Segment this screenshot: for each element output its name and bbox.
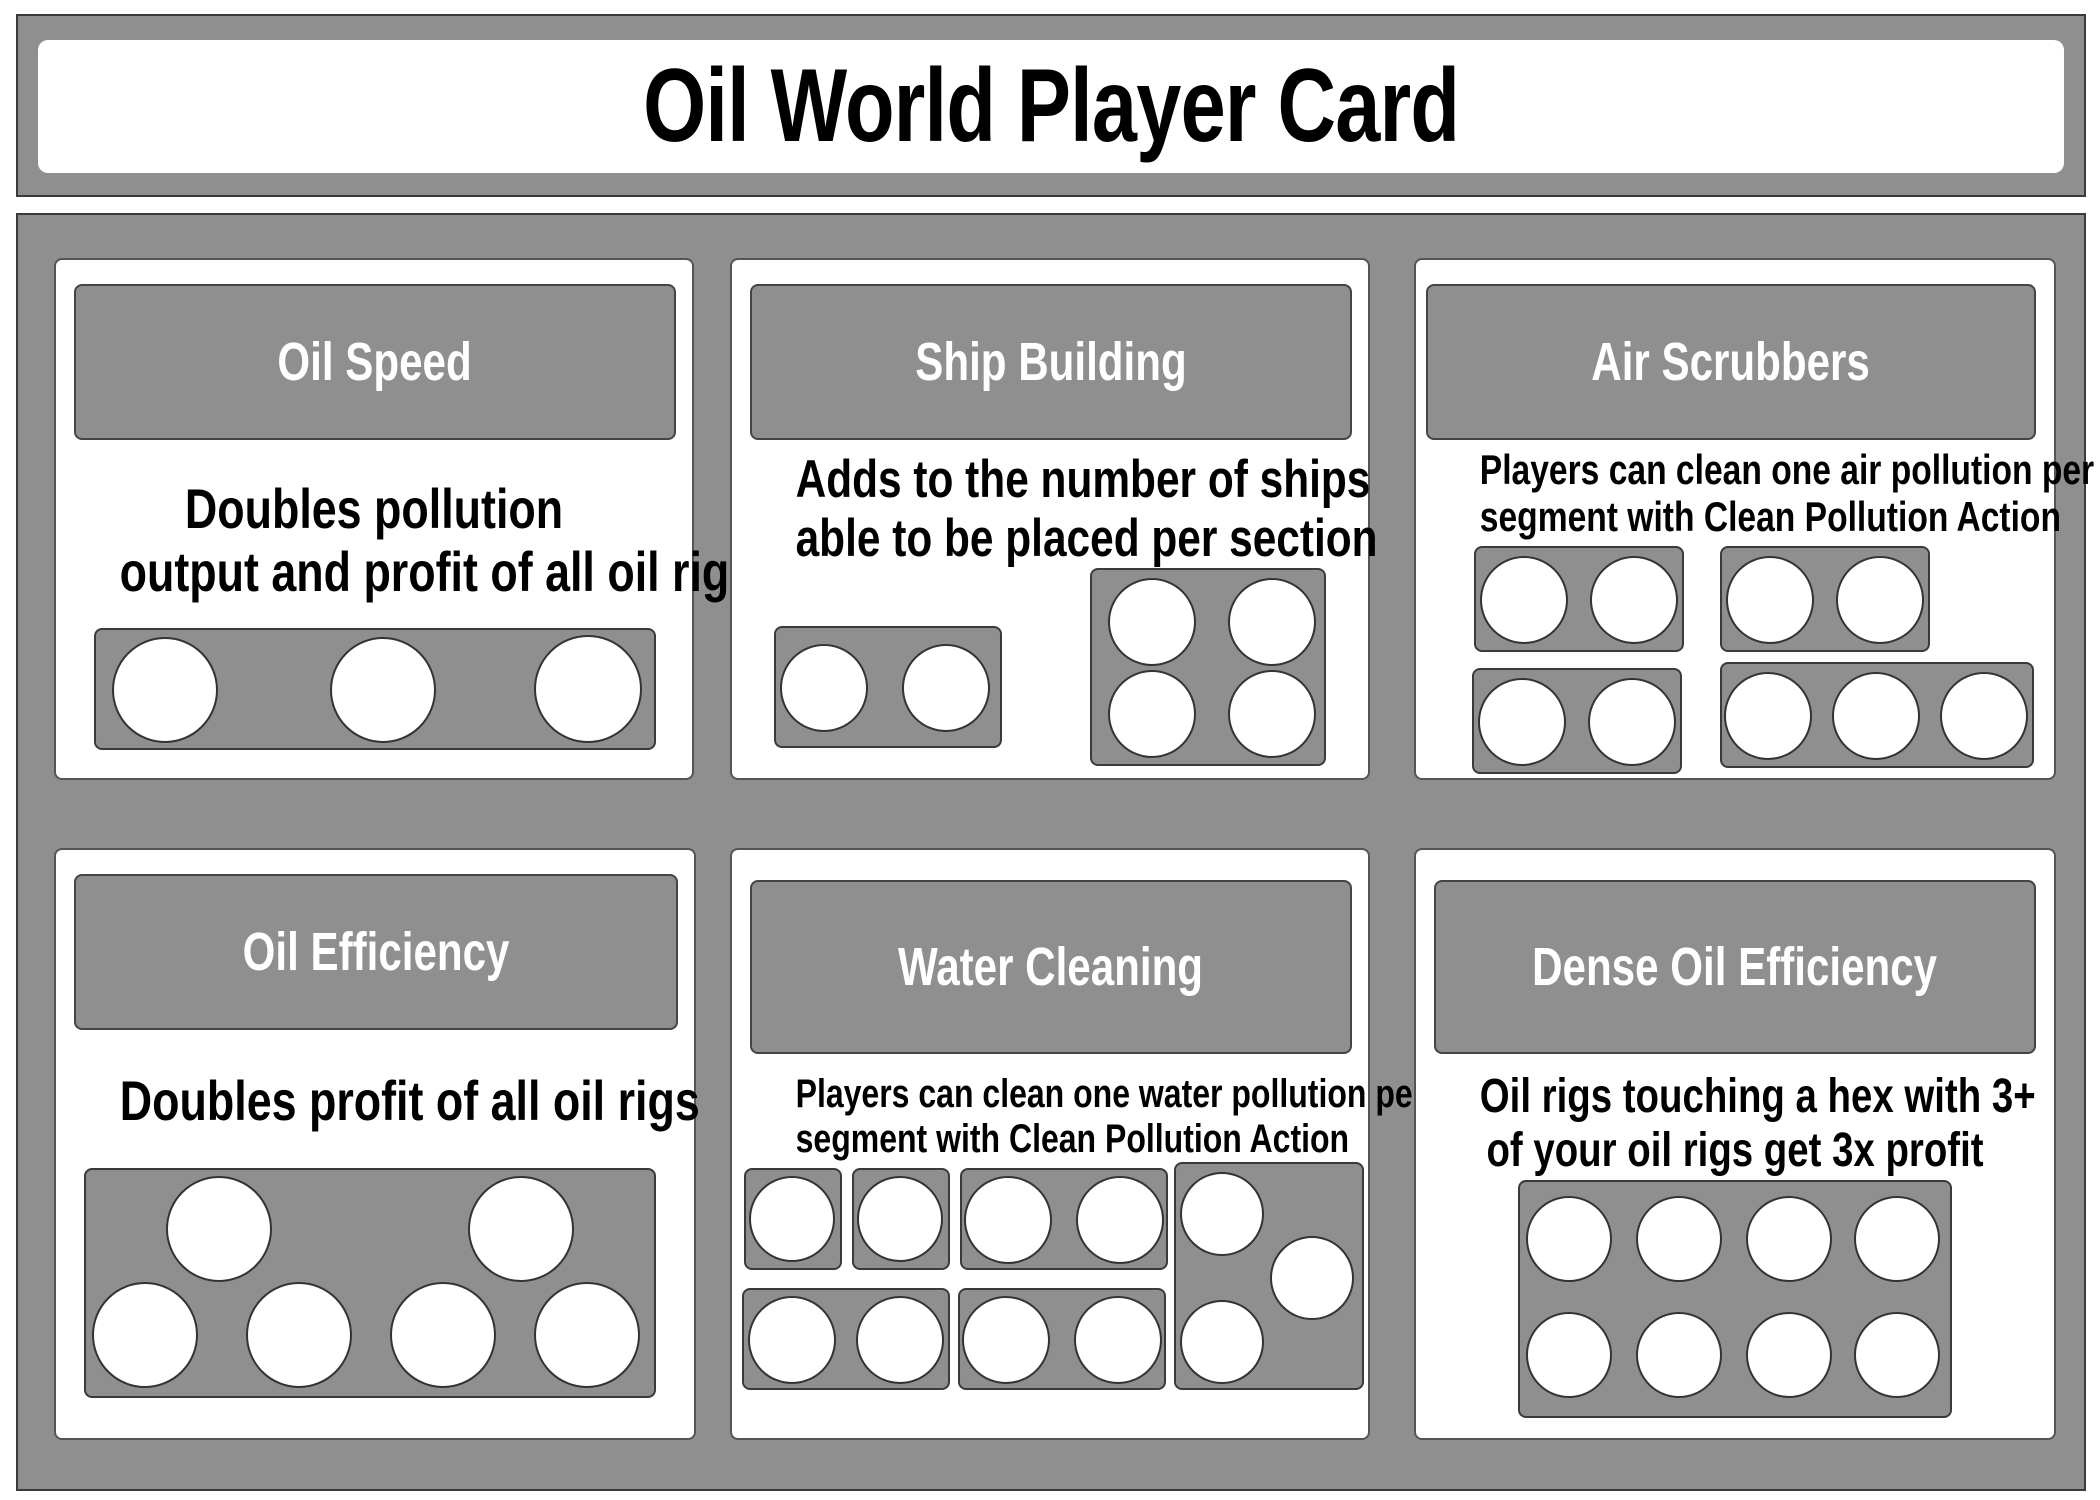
token-slot[interactable] [749, 1176, 835, 1262]
slot-tray [742, 1288, 950, 1390]
card-description: Players can clean one air pollution per … [1416, 446, 2095, 541]
token-slot[interactable] [962, 1296, 1050, 1384]
slot-tray [1472, 668, 1682, 774]
card-header-title: Oil Speed [277, 332, 473, 392]
description-line: Players can clean one air pollution per [1479, 446, 2095, 493]
token-slot[interactable] [1588, 678, 1676, 766]
card-ship-building: Ship Building Adds to the number of ship… [730, 258, 1378, 780]
token-slot[interactable] [112, 637, 218, 743]
token-slot[interactable] [1854, 1312, 1940, 1398]
token-slot[interactable] [166, 1176, 272, 1282]
token-slot[interactable] [1526, 1312, 1612, 1398]
card-header-title: Water Cleaning [898, 937, 1204, 997]
token-slot[interactable] [1832, 672, 1920, 760]
slot-tray [1720, 546, 1930, 652]
token-slot[interactable] [856, 1296, 944, 1384]
token-slot[interactable] [902, 644, 990, 732]
token-slot[interactable] [1746, 1196, 1832, 1282]
card-air-scrubbers: Air Scrubbers Players can clean one air … [1414, 258, 2095, 780]
card-title: Oil World Player Card [642, 48, 1460, 164]
token-slot[interactable] [1228, 670, 1316, 758]
token-slot[interactable] [534, 1282, 640, 1388]
description-line: output and profit of all oil rigs [119, 539, 755, 603]
token-slot[interactable] [1180, 1172, 1264, 1256]
token-slot[interactable] [964, 1176, 1052, 1264]
slot-tray [94, 628, 656, 750]
card-dense-oil-efficiency: Dense Oil Efficiency Oil rigs touching a… [1414, 848, 2056, 1440]
description-line: of your oil rigs get 3x profit [1486, 1123, 1984, 1177]
token-slot[interactable] [1836, 556, 1924, 644]
token-slot[interactable] [1636, 1196, 1722, 1282]
token-slot[interactable] [330, 637, 436, 743]
token-slot[interactable] [1270, 1236, 1354, 1320]
token-slot[interactable] [92, 1282, 198, 1388]
card-water-cleaning: Water Cleaning Players can clean one wat… [730, 848, 1426, 1440]
card-header: Oil Speed [74, 284, 676, 440]
token-slot[interactable] [1746, 1312, 1832, 1398]
token-slot[interactable] [1854, 1196, 1940, 1282]
token-slot[interactable] [1590, 556, 1678, 644]
token-slot[interactable] [1108, 578, 1196, 666]
slot-tray [958, 1288, 1166, 1390]
token-slot[interactable] [780, 644, 868, 732]
slot-tray [1474, 546, 1684, 652]
card-description: Adds to the number of ships able to be p… [732, 450, 1378, 569]
slot-tray [1174, 1162, 1364, 1390]
card-header: Dense Oil Efficiency [1434, 880, 2036, 1054]
token-slot[interactable] [1526, 1196, 1612, 1282]
token-slot[interactable] [246, 1282, 352, 1388]
slot-tray [1090, 568, 1326, 766]
card-description: Players can clean one water pollution pe… [732, 1072, 1426, 1162]
token-slot[interactable] [857, 1176, 943, 1262]
description-line: Adds to the number of ships [795, 450, 1371, 509]
token-slot[interactable] [534, 635, 642, 743]
slot-tray [1720, 662, 2034, 768]
token-slot[interactable] [1478, 678, 1566, 766]
description-line: Oil rigs touching a hex with 3+ [1479, 1070, 2036, 1123]
slot-tray [774, 626, 1002, 748]
token-slot[interactable] [1724, 672, 1812, 760]
card-header: Air Scrubbers [1426, 284, 2036, 440]
token-slot[interactable] [390, 1282, 496, 1388]
token-slot[interactable] [748, 1296, 836, 1384]
slot-tray [1518, 1180, 1952, 1418]
token-slot[interactable] [1726, 556, 1814, 644]
token-slot[interactable] [1074, 1296, 1162, 1384]
card-description: Oil rigs touching a hex with 3+ of your … [1416, 1070, 2054, 1178]
card-header-title: Oil Efficiency [242, 922, 510, 982]
token-slot[interactable] [1480, 556, 1568, 644]
card-oil-speed: Oil Speed Doubles pollution output and p… [54, 258, 755, 780]
description-line: able to be placed per section [795, 509, 1378, 569]
slot-tray [852, 1168, 950, 1270]
card-header: Water Cleaning [750, 880, 1352, 1054]
token-slot[interactable] [1076, 1176, 1164, 1264]
slot-tray [84, 1168, 656, 1398]
token-slot[interactable] [468, 1176, 574, 1282]
card-header: Oil Efficiency [74, 874, 678, 1030]
title-box: Oil World Player Card [38, 40, 2064, 173]
description-line: Doubles pollution [184, 477, 564, 540]
description-line: segment with Clean Pollution Action [1479, 493, 2061, 541]
description-line: segment with Clean Pollution Action [795, 1116, 1350, 1161]
card-header: Ship Building [750, 284, 1352, 440]
card-oil-efficiency: Oil Efficiency Doubles profit of all oil… [54, 848, 700, 1440]
description-line: Doubles profit of all oil rigs [119, 1069, 700, 1132]
card-header-title: Ship Building [915, 332, 1187, 392]
slot-tray [960, 1168, 1168, 1270]
token-slot[interactable] [1108, 670, 1196, 758]
slot-tray [744, 1168, 842, 1270]
token-slot[interactable] [1636, 1312, 1722, 1398]
card-description: Doubles profit of all oil rigs [56, 1069, 700, 1133]
card-header-title: Air Scrubbers [1591, 332, 1871, 392]
description-line: Players can clean one water pollution pe… [795, 1072, 1426, 1116]
card-description: Doubles pollution output and profit of a… [56, 477, 755, 603]
card-header-title: Dense Oil Efficiency [1532, 937, 1938, 997]
token-slot[interactable] [1228, 578, 1316, 666]
token-slot[interactable] [1940, 672, 2028, 760]
token-slot[interactable] [1180, 1300, 1264, 1384]
